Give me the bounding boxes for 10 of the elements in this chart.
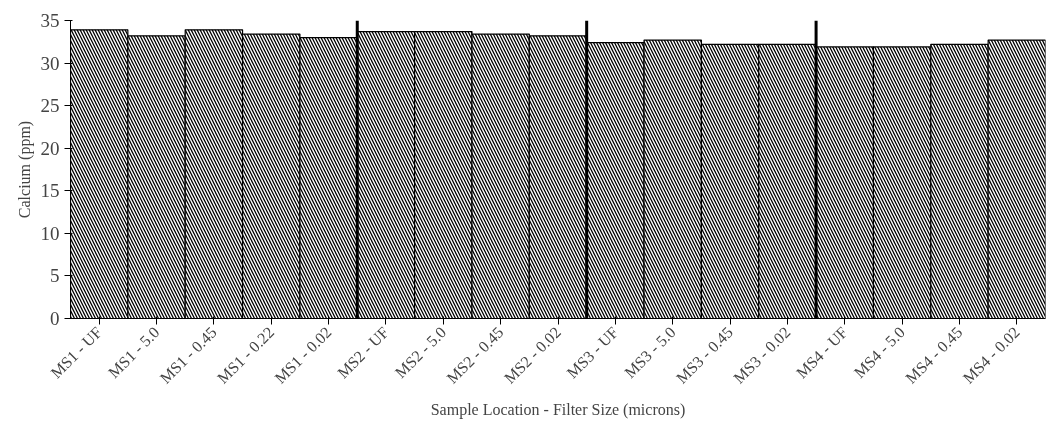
- y-tick-label: 20: [40, 137, 60, 159]
- y-tick-label: 35: [40, 10, 60, 31]
- y-axis-title: Calcium (ppm): [15, 120, 34, 219]
- y-tick-label: 0: [50, 308, 60, 329]
- y-tick-label: 25: [40, 95, 60, 117]
- y-tick-label: 10: [40, 222, 60, 244]
- y-tick-label: 5: [50, 265, 60, 287]
- y-tick-label: 15: [40, 180, 60, 202]
- y-tick-label: 30: [40, 52, 60, 74]
- x-axis-title: Sample Location - Filter Size (microns): [430, 400, 686, 419]
